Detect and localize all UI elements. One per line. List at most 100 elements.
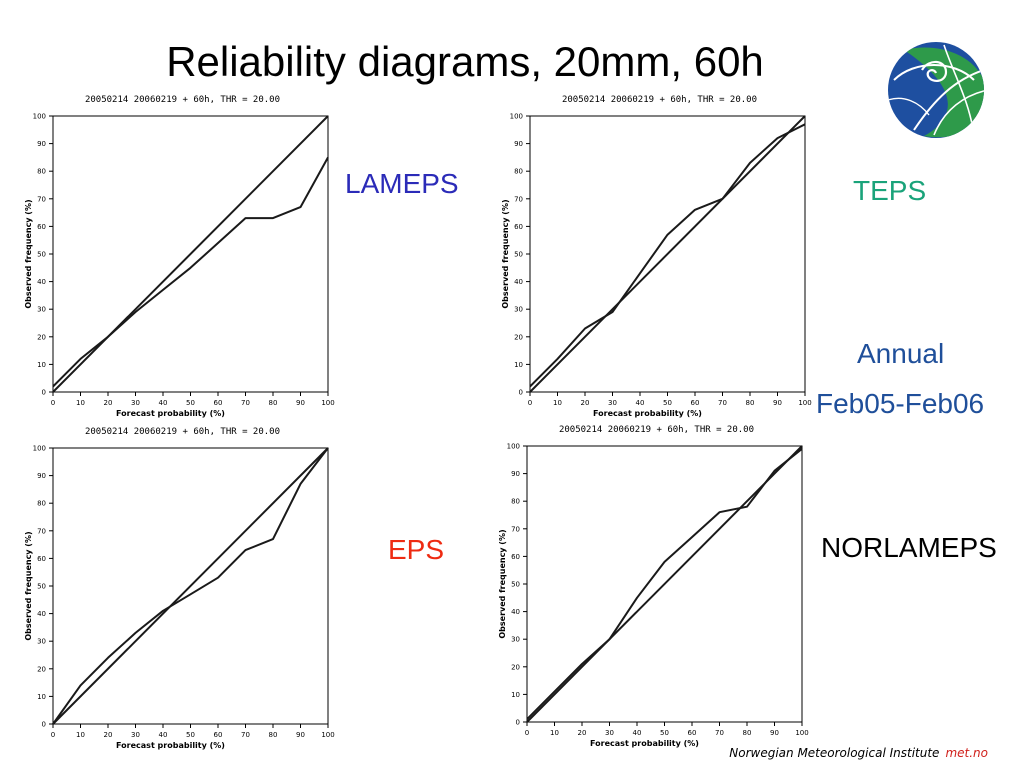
x-tick-label: 30 [608,399,617,407]
y-tick-label: 20 [511,663,520,671]
x-tick-label: 40 [633,729,642,737]
y-tick-label: 40 [37,278,46,286]
x-axis-label: Forecast probability (%) [116,409,225,418]
footer: Norwegian Meteorological Institute met.no [729,746,988,760]
chart-svg: 20050214 20060219 + 60h, THR = 20.00 0 10 2… [24,95,335,418]
y-tick-label: 30 [511,636,520,644]
x-tick-label: 40 [159,399,168,407]
y-tick-label: 10 [511,691,520,699]
y-tick-label: 100 [33,113,46,121]
x-tick-label: 0 [528,399,532,407]
x-tick-label: 90 [770,729,779,737]
x-tick-label: 10 [76,731,85,739]
y-tick-label: 70 [37,195,46,203]
y-tick-label: 60 [37,555,46,563]
y-tick-label: 100 [510,113,523,121]
x-tick-label: 10 [553,399,562,407]
y-tick-label: 40 [511,608,520,616]
y-tick-label: 90 [37,472,46,480]
chart-title: 20050214 20060219 + 60h, THR = 20.00 [562,95,757,105]
y-axis-label: Observed frequency (%) [24,199,33,308]
footer-brand: met.no [945,746,988,760]
chart-svg: 20050214 20060219 + 60h, THR = 20.00 0 10 2… [24,427,335,750]
y-tick-label: 70 [37,527,46,535]
y-tick-label: 60 [37,223,46,231]
y-tick-label: 0 [42,721,46,729]
y-tick-label: 80 [514,168,523,176]
x-tick-label: 90 [296,399,305,407]
diagonal-reference-line [529,115,806,393]
x-tick-label: 80 [743,729,752,737]
x-tick-label: 10 [76,399,85,407]
x-tick-label: 60 [214,731,223,739]
diagonal-reference-line [52,447,329,725]
y-tick-label: 80 [37,500,46,508]
x-tick-label: 30 [131,399,140,407]
chart-title: 20050214 20060219 + 60h, THR = 20.00 [559,425,754,435]
x-tick-label: 80 [269,731,278,739]
x-tick-label: 60 [214,399,223,407]
y-tick-label: 0 [519,389,523,397]
reliability-chart-lameps: 20050214 20060219 + 60h, THR = 20.00 0 10 2… [18,90,338,420]
x-tick-label: 30 [605,729,614,737]
y-tick-label: 50 [37,251,46,259]
x-tick-label: 30 [131,731,140,739]
x-tick-label: 0 [51,399,55,407]
x-tick-label: 80 [746,399,755,407]
slide-title: Reliability diagrams, 20mm, 60h [166,38,764,85]
y-tick-label: 20 [514,333,523,341]
x-tick-label: 40 [636,399,645,407]
y-tick-label: 70 [511,525,520,533]
x-tick-label: 90 [773,399,782,407]
x-tick-label: 70 [241,399,250,407]
y-tick-label: 100 [507,443,520,451]
y-tick-label: 70 [514,195,523,203]
x-tick-label: 10 [550,729,559,737]
chart-title: 20050214 20060219 + 60h, THR = 20.00 [85,95,280,105]
x-axis-label: Forecast probability (%) [590,739,699,748]
x-tick-label: 50 [186,399,195,407]
y-tick-label: 50 [514,251,523,259]
y-tick-label: 20 [37,333,46,341]
x-axis-label: Forecast probability (%) [593,409,702,418]
x-tick-label: 50 [186,731,195,739]
y-tick-label: 90 [514,140,523,148]
x-tick-label: 20 [578,729,587,737]
x-tick-label: 20 [104,399,113,407]
x-tick-label: 70 [241,731,250,739]
y-tick-label: 20 [37,665,46,673]
diagonal-reference-line [52,115,329,393]
reliability-curve [526,448,803,720]
x-tick-label: 70 [718,399,727,407]
y-tick-label: 30 [37,638,46,646]
y-tick-label: 0 [42,389,46,397]
y-tick-label: 50 [511,581,520,589]
y-tick-label: 80 [37,168,46,176]
label-period: Feb05-Feb06 [816,388,985,419]
reliability-curve [529,123,806,388]
x-tick-label: 80 [269,399,278,407]
y-tick-label: 10 [37,693,46,701]
met-no-logo [884,40,988,140]
label-annual: Annual [857,338,945,369]
x-tick-label: 60 [688,729,697,737]
x-tick-label: 100 [798,399,811,407]
chart-svg: 20050214 20060219 + 60h, THR = 20.00 0 10 2… [501,95,812,418]
reliability-chart-norlameps: 20050214 20060219 + 60h, THR = 20.00 0 10 2… [492,420,812,750]
reliability-chart-teps: 20050214 20060219 + 60h, THR = 20.00 0 10 2… [495,90,815,420]
chart-svg: 20050214 20060219 + 60h, THR = 20.00 0 10 2… [498,425,809,748]
x-axis-label: Forecast probability (%) [116,741,225,750]
x-tick-label: 100 [795,729,808,737]
x-tick-label: 0 [51,731,55,739]
y-tick-label: 0 [516,719,520,727]
reliability-curve [52,156,329,388]
x-tick-label: 20 [104,731,113,739]
y-tick-label: 60 [514,223,523,231]
x-tick-label: 90 [296,731,305,739]
x-tick-label: 20 [581,399,590,407]
diagonal-reference-line [526,445,803,723]
y-axis-label: Observed frequency (%) [501,199,510,308]
label-teps: TEPS [853,175,927,206]
x-tick-label: 50 [660,729,669,737]
y-tick-label: 90 [511,470,520,478]
